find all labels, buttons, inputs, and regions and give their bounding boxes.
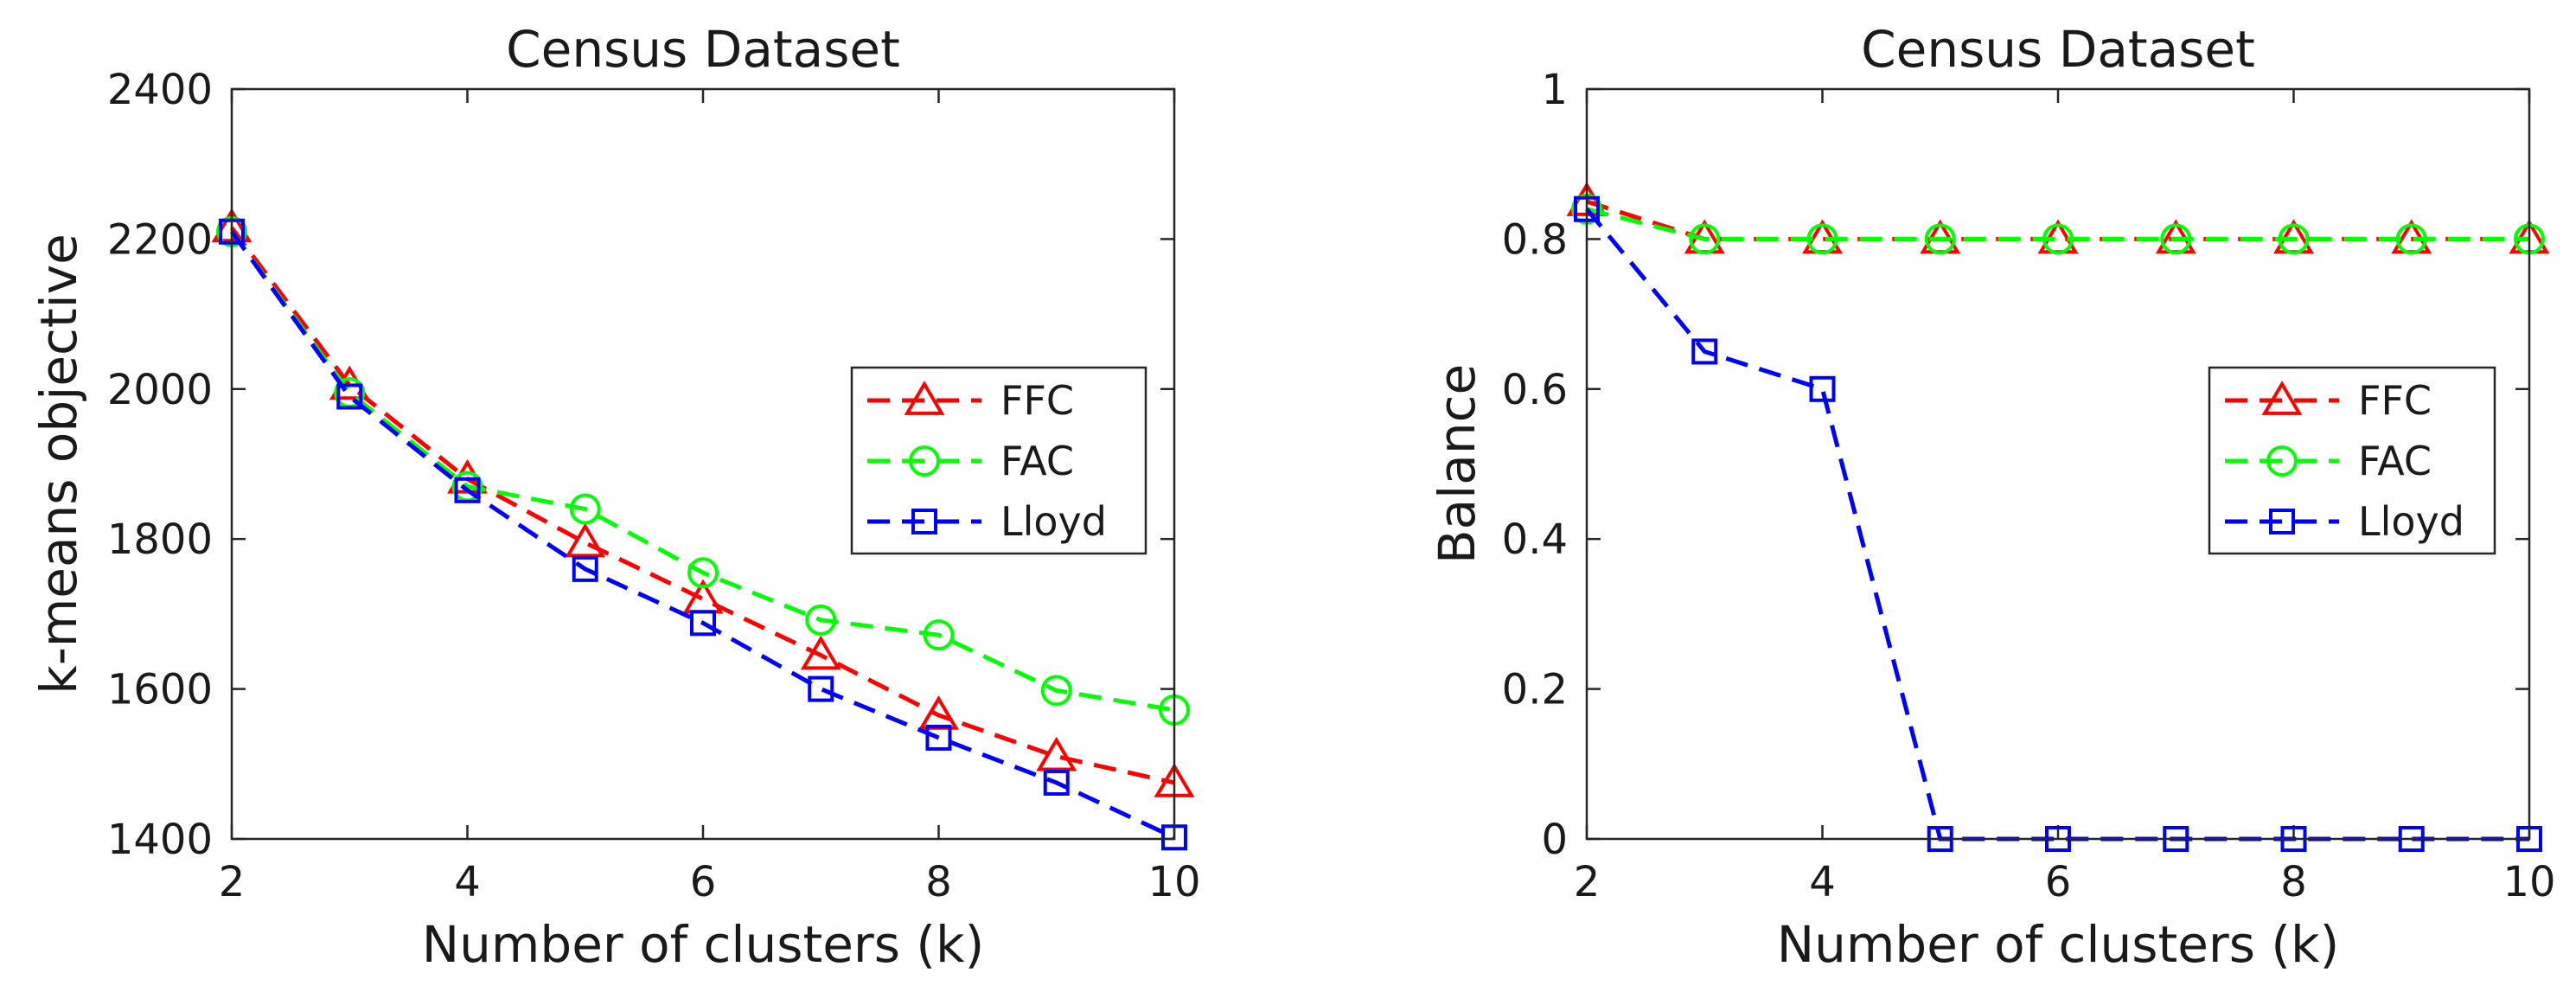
data-point-ffc: [565, 522, 606, 558]
data-point-lloyd: [1043, 769, 1070, 796]
data-point-fac: [2160, 223, 2192, 255]
chart-panel-1: 2 4 6 8 10 1400 1600 1800 2000 2200 2400 Census Dat…: [29, 20, 1201, 974]
y-tick-label: 2000: [107, 366, 213, 414]
x-axis-label: Number of clusters (k): [1777, 915, 2340, 974]
y-axis-label: k-means objective: [29, 234, 88, 695]
legend-box: [2208, 366, 2496, 555]
data-point-lloyd: [1691, 338, 1718, 365]
y-tick-label: 0: [1541, 816, 1568, 864]
x-tick-label: 4: [1809, 858, 1836, 906]
data-point-lloyd: [572, 555, 598, 582]
y-tick-label: 0.8: [1502, 215, 1568, 264]
legend-marker-fac: [909, 445, 940, 477]
chart-title: Census Dataset: [1861, 20, 2255, 79]
y-tick-label: 1400: [107, 816, 213, 864]
legend-marker-fac: [2266, 445, 2298, 477]
data-point-lloyd: [925, 724, 952, 751]
x-tick-label: 2: [1574, 858, 1601, 906]
series-line-lloyd: [229, 230, 1176, 840]
data-point-lloyd: [336, 383, 363, 410]
data-point-fac: [1806, 223, 1838, 255]
x-tick-label: 8: [2280, 858, 2307, 906]
data-point-fac: [2278, 223, 2310, 255]
data-point-fac: [1924, 223, 1956, 255]
chart-panel-2: 2 4 6 8 10 0 0.2 0.4 0.6 0.8 1 Census Dataset Number…: [1428, 20, 2556, 974]
data-point-ffc: [1036, 736, 1077, 771]
data-point-fac: [687, 557, 719, 589]
legend: FFC FAC Lloyd: [850, 366, 1147, 555]
data-point-fac: [805, 604, 837, 636]
x-tick-label: 8: [925, 858, 952, 906]
axes-frame: [1585, 87, 2531, 841]
series-line-fac: [229, 230, 1175, 713]
y-axis-label: Balance: [1428, 364, 1486, 564]
legend-label-ffc: FFC: [2358, 377, 2432, 424]
legend-marker-lloyd: [2269, 509, 2295, 535]
legend-label-lloyd: Lloyd: [2358, 498, 2464, 545]
y-tick-label: 2200: [107, 215, 213, 264]
y-tick-label: 2400: [107, 66, 213, 114]
data-point-ffc: [800, 635, 841, 670]
x-axis-label: Number of clusters (k): [422, 915, 985, 974]
legend-label-ffc: FFC: [1000, 377, 1074, 424]
y-tick-label: 0.6: [1502, 366, 1568, 414]
data-point-lloyd: [690, 610, 716, 637]
data-point-lloyd: [808, 675, 834, 702]
legend-marker-lloyd: [911, 509, 937, 535]
data-point-fac: [2395, 223, 2427, 255]
x-tick-label: 10: [2502, 858, 2555, 906]
axes-frame: [230, 87, 1176, 841]
legend-label-fac: FAC: [2358, 438, 2432, 484]
y-tick-label: 0.2: [1502, 666, 1568, 714]
legend-marker-ffc: [2261, 381, 2303, 415]
y-tick-label: 1600: [107, 666, 213, 714]
data-point-lloyd: [454, 477, 481, 503]
x-tick-label: 10: [1147, 858, 1200, 906]
series-line-lloyd: [1585, 208, 2529, 842]
data-point-fac: [1040, 675, 1072, 707]
data-point-fac: [923, 619, 955, 651]
data-point-lloyd: [1809, 375, 1836, 402]
legend-label-fac: FAC: [1000, 438, 1074, 484]
x-tick-label: 6: [2045, 858, 2072, 906]
y-tick-label: 1: [1541, 66, 1568, 114]
legend-box: [850, 366, 1147, 555]
series-fac: [1571, 193, 2545, 255]
series-line-ffc: [229, 226, 1175, 785]
data-point-fac: [2042, 223, 2074, 255]
x-tick-label: 2: [219, 858, 246, 906]
data-point-fac: [1689, 223, 1721, 255]
legend: FFC FAC Lloyd: [2208, 366, 2496, 555]
legend-label-lloyd: Lloyd: [1000, 498, 1107, 545]
x-tick-label: 4: [454, 858, 481, 906]
y-tick-label: 0.4: [1502, 515, 1568, 564]
data-point-fac: [569, 493, 601, 525]
chart-title: Census Dataset: [506, 20, 900, 79]
legend-marker-ffc: [904, 381, 945, 415]
y-tick-label: 1800: [107, 515, 213, 564]
x-tick-label: 6: [690, 858, 717, 906]
